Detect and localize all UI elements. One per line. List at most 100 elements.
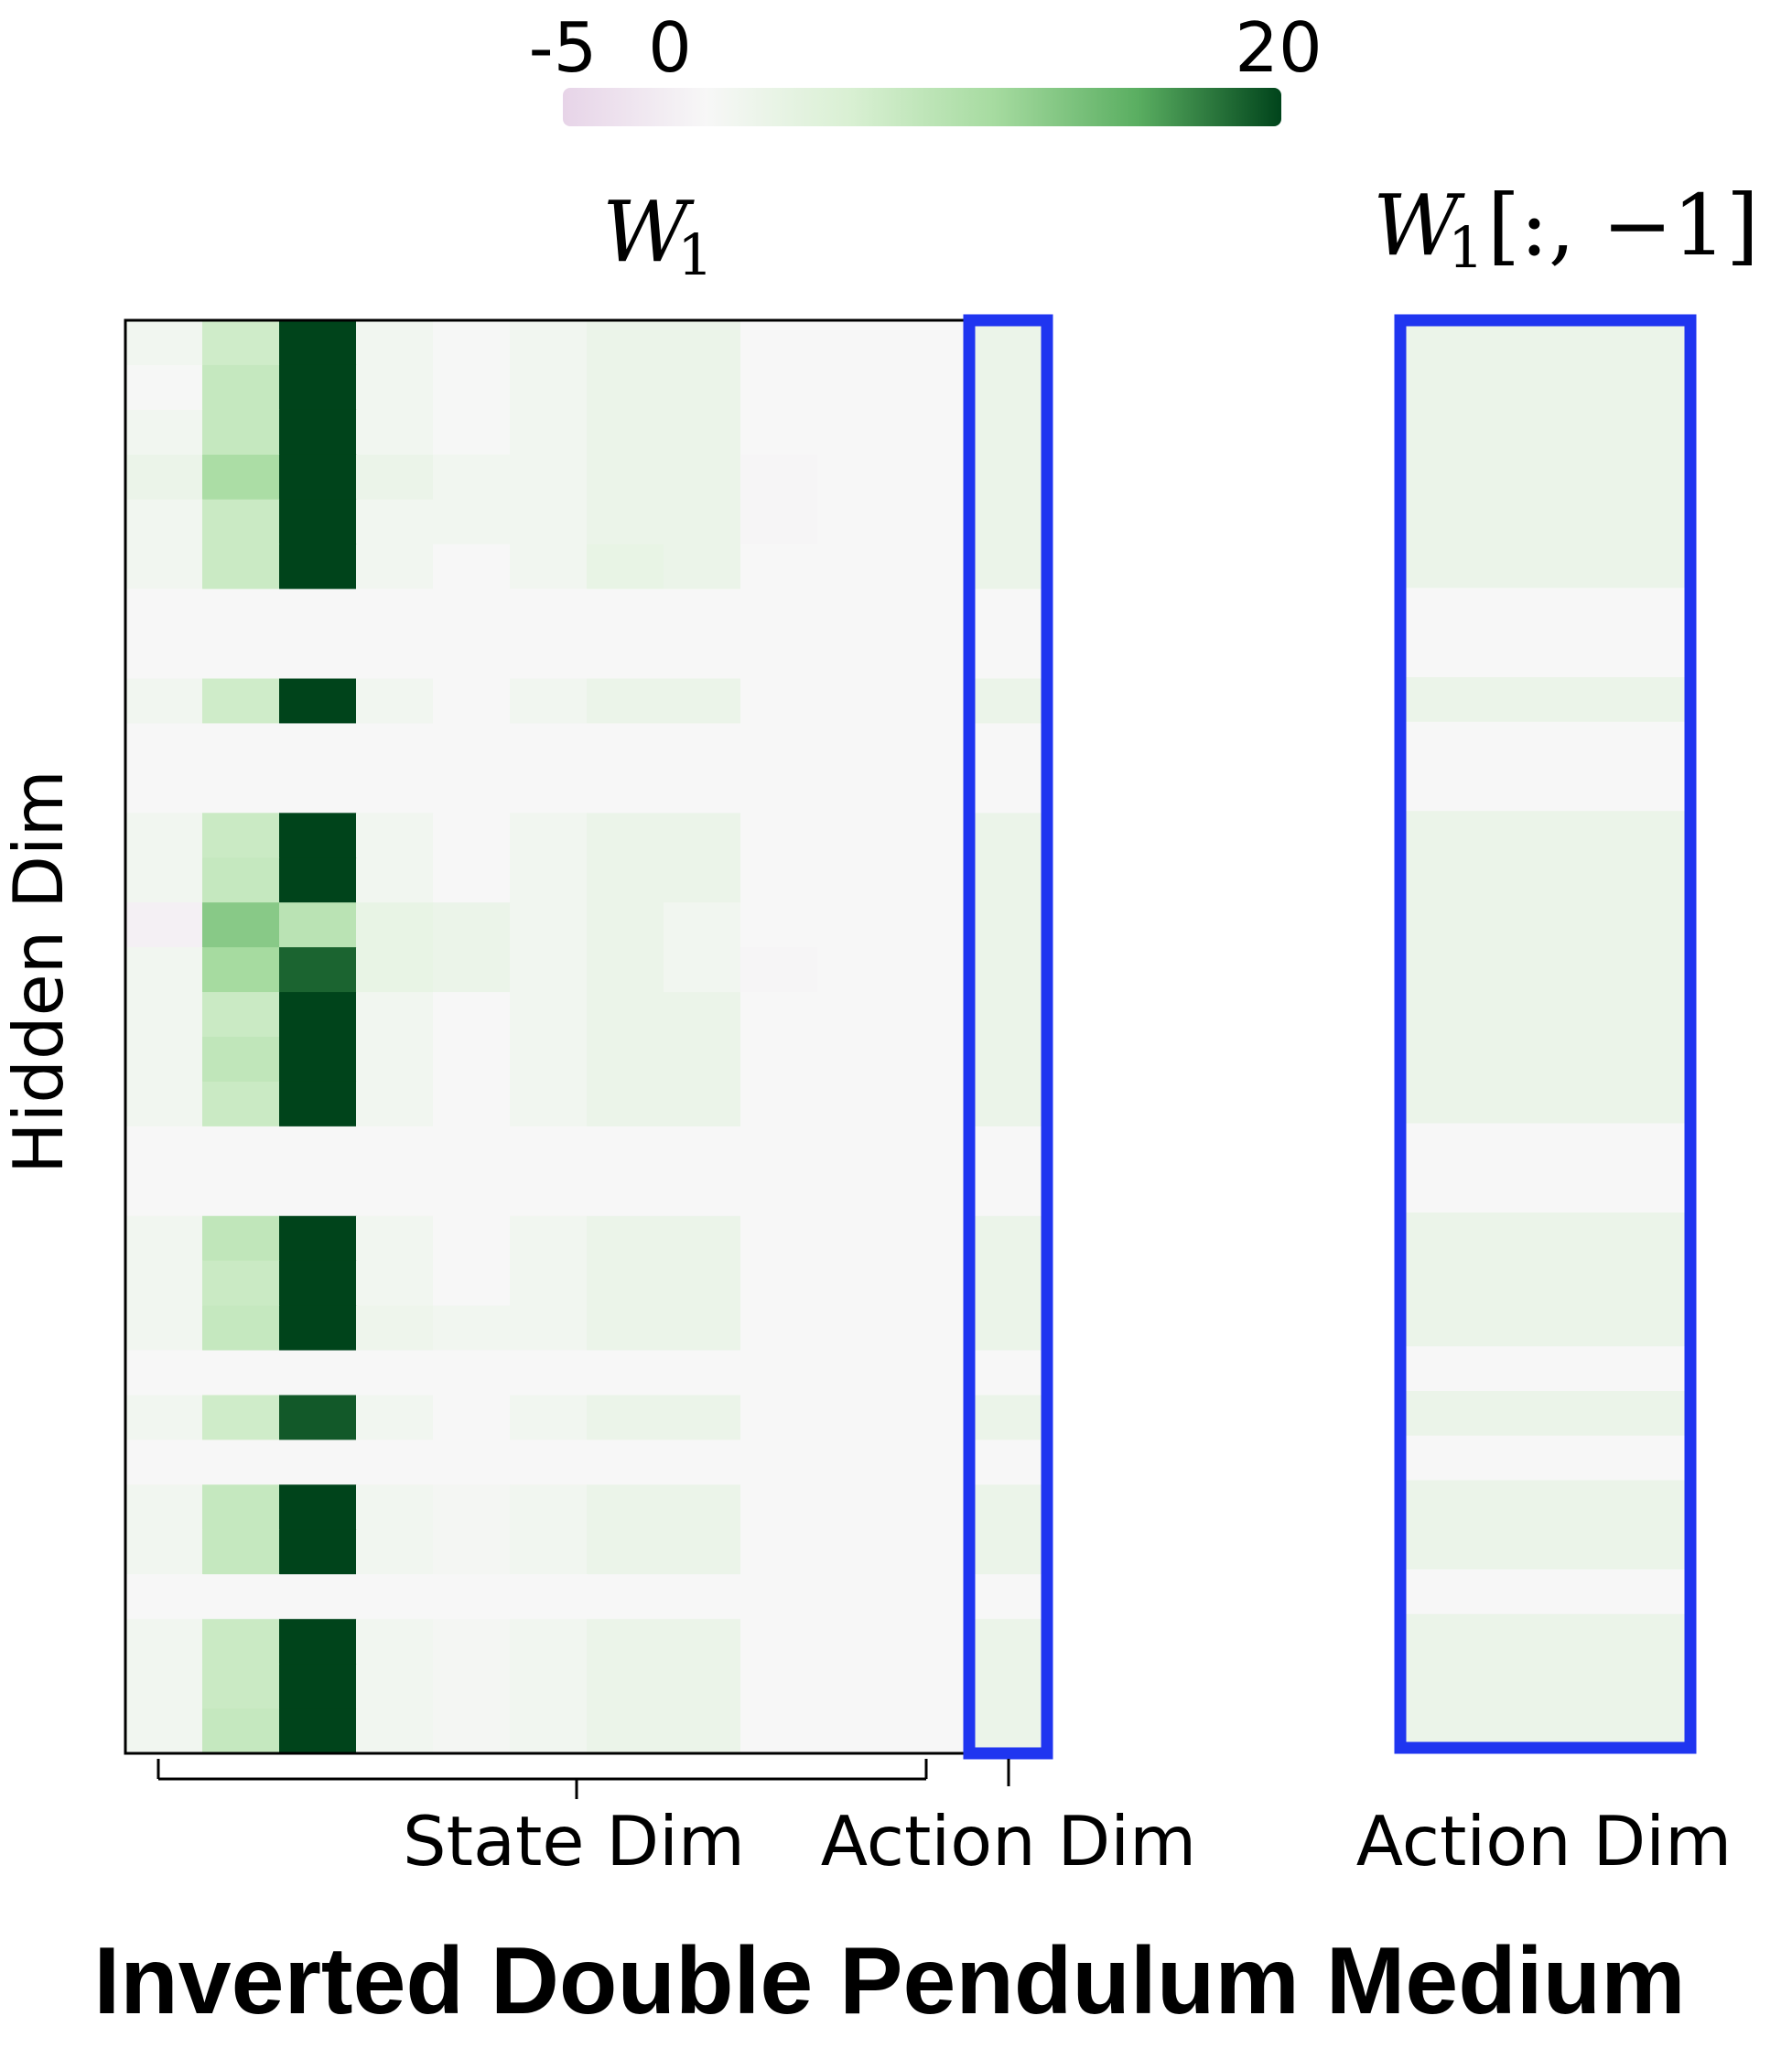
heatmap-cell	[125, 1170, 203, 1217]
heatmap-cell	[279, 857, 357, 903]
heatmap-cell	[587, 1395, 664, 1441]
heatmap-cell	[279, 364, 357, 411]
heatmap-cell	[587, 1215, 664, 1262]
heatmap-cell	[664, 1081, 741, 1127]
heatmap-cell	[125, 1708, 203, 1754]
heatmap-cell	[356, 1170, 434, 1217]
heatmap-cell	[740, 1574, 818, 1620]
heatmap-cell	[817, 1037, 895, 1083]
heatmap-cell	[202, 1126, 280, 1172]
heatmap-cell	[740, 1664, 818, 1709]
heatmap-cell	[510, 813, 588, 858]
heatmap-cell	[587, 992, 664, 1038]
heatmap-cell	[587, 364, 664, 411]
action-column-panel	[1400, 320, 1690, 1749]
heatmap-cell	[664, 1170, 741, 1217]
heatmap-cell	[817, 1664, 895, 1709]
heatmap-cell-action	[971, 1395, 1049, 1441]
heatmap-cell	[279, 723, 357, 769]
heatmap-cell	[664, 1126, 741, 1172]
heatmap-cell	[279, 633, 357, 680]
heatmap-cell	[125, 1081, 203, 1127]
heatmap-cell	[356, 364, 434, 411]
heatmap-cell	[433, 947, 511, 993]
heatmap-cell	[279, 409, 357, 456]
heatmap-cell	[202, 1664, 280, 1709]
heatmap-cell	[279, 813, 357, 858]
heatmap-cell	[817, 588, 895, 635]
heatmap-cell	[125, 588, 203, 635]
heatmap-cell	[125, 992, 203, 1038]
heatmap-cell	[510, 1708, 588, 1754]
heatmap-cell	[587, 1439, 664, 1485]
heatmap-cell	[740, 1439, 818, 1485]
heatmap-cell	[664, 633, 741, 680]
heatmap-cell	[356, 454, 434, 501]
heatmap-cell	[894, 768, 972, 814]
heatmap-cell	[510, 499, 588, 545]
action-panel-cell	[1400, 856, 1690, 901]
heatmap-cell	[356, 1126, 434, 1172]
heatmap-cell-action	[971, 1126, 1049, 1172]
heatmap-cell	[202, 723, 280, 769]
heatmap-cell	[202, 1081, 280, 1127]
heatmap-cell	[433, 1484, 511, 1530]
heatmap-cell	[510, 544, 588, 590]
heatmap-cell	[817, 1170, 895, 1217]
heatmap-cell	[817, 320, 895, 366]
heatmap-cell	[894, 544, 972, 590]
heatmap-cell	[125, 364, 203, 411]
heatmap-cell	[202, 1708, 280, 1754]
action-panel-cell	[1400, 1346, 1690, 1392]
heatmap-cell	[817, 1574, 895, 1620]
heatmap-cell	[740, 992, 818, 1038]
heatmap-cell	[202, 1215, 280, 1262]
heatmap-cell	[664, 1529, 741, 1575]
heatmap-cell	[202, 454, 280, 501]
heatmap-cell	[356, 902, 434, 948]
heatmap-cell	[125, 633, 203, 680]
heatmap-cell	[356, 1484, 434, 1530]
heatmap-cell	[894, 1708, 972, 1754]
heatmap-cell	[587, 454, 664, 501]
heatmap-cell	[433, 723, 511, 769]
heatmap-cell	[433, 364, 511, 411]
heatmap-cell	[894, 364, 972, 411]
heatmap-cell-action	[971, 1708, 1049, 1754]
heatmap-cell	[279, 1081, 357, 1127]
heatmap-cell	[817, 1305, 895, 1352]
action-panel-cell	[1400, 811, 1690, 857]
heatmap-cell	[279, 1305, 357, 1352]
heatmap-cell-action	[971, 1350, 1049, 1396]
heatmap-cell	[817, 1439, 895, 1485]
heatmap-cell	[356, 1574, 434, 1620]
heatmap-cell	[279, 1350, 357, 1396]
heatmap-cell	[202, 813, 280, 858]
heatmap-cell	[664, 409, 741, 456]
colorbar: -5 0 20	[529, 7, 1322, 126]
heatmap-cell	[202, 1439, 280, 1485]
heatmap-cell	[664, 1439, 741, 1485]
heatmap-cell-action	[971, 588, 1049, 635]
heatmap-cell	[279, 1529, 357, 1575]
heatmap-cell	[817, 1484, 895, 1530]
heatmap-cell	[817, 409, 895, 456]
heatmap-cell	[125, 1260, 203, 1307]
heatmap-cell	[587, 723, 664, 769]
heatmap-cell-action	[971, 992, 1049, 1038]
heatmap-cell-action	[971, 1664, 1049, 1709]
heatmap-cell-action	[971, 1260, 1049, 1307]
heatmap-cell	[587, 947, 664, 993]
heatmap-cell-action	[971, 1305, 1049, 1352]
heatmap-cell	[125, 1215, 203, 1262]
heatmap-cell-action	[971, 320, 1049, 366]
heatmap-cell	[356, 678, 434, 725]
action-panel-cell	[1400, 1168, 1690, 1213]
heatmap-cell	[510, 1664, 588, 1709]
heatmap-cell	[817, 1215, 895, 1262]
heatmap-cell	[279, 1664, 357, 1709]
heatmap-cell	[125, 1574, 203, 1620]
heatmap-cell	[125, 1529, 203, 1575]
heatmap-cell	[740, 633, 818, 680]
